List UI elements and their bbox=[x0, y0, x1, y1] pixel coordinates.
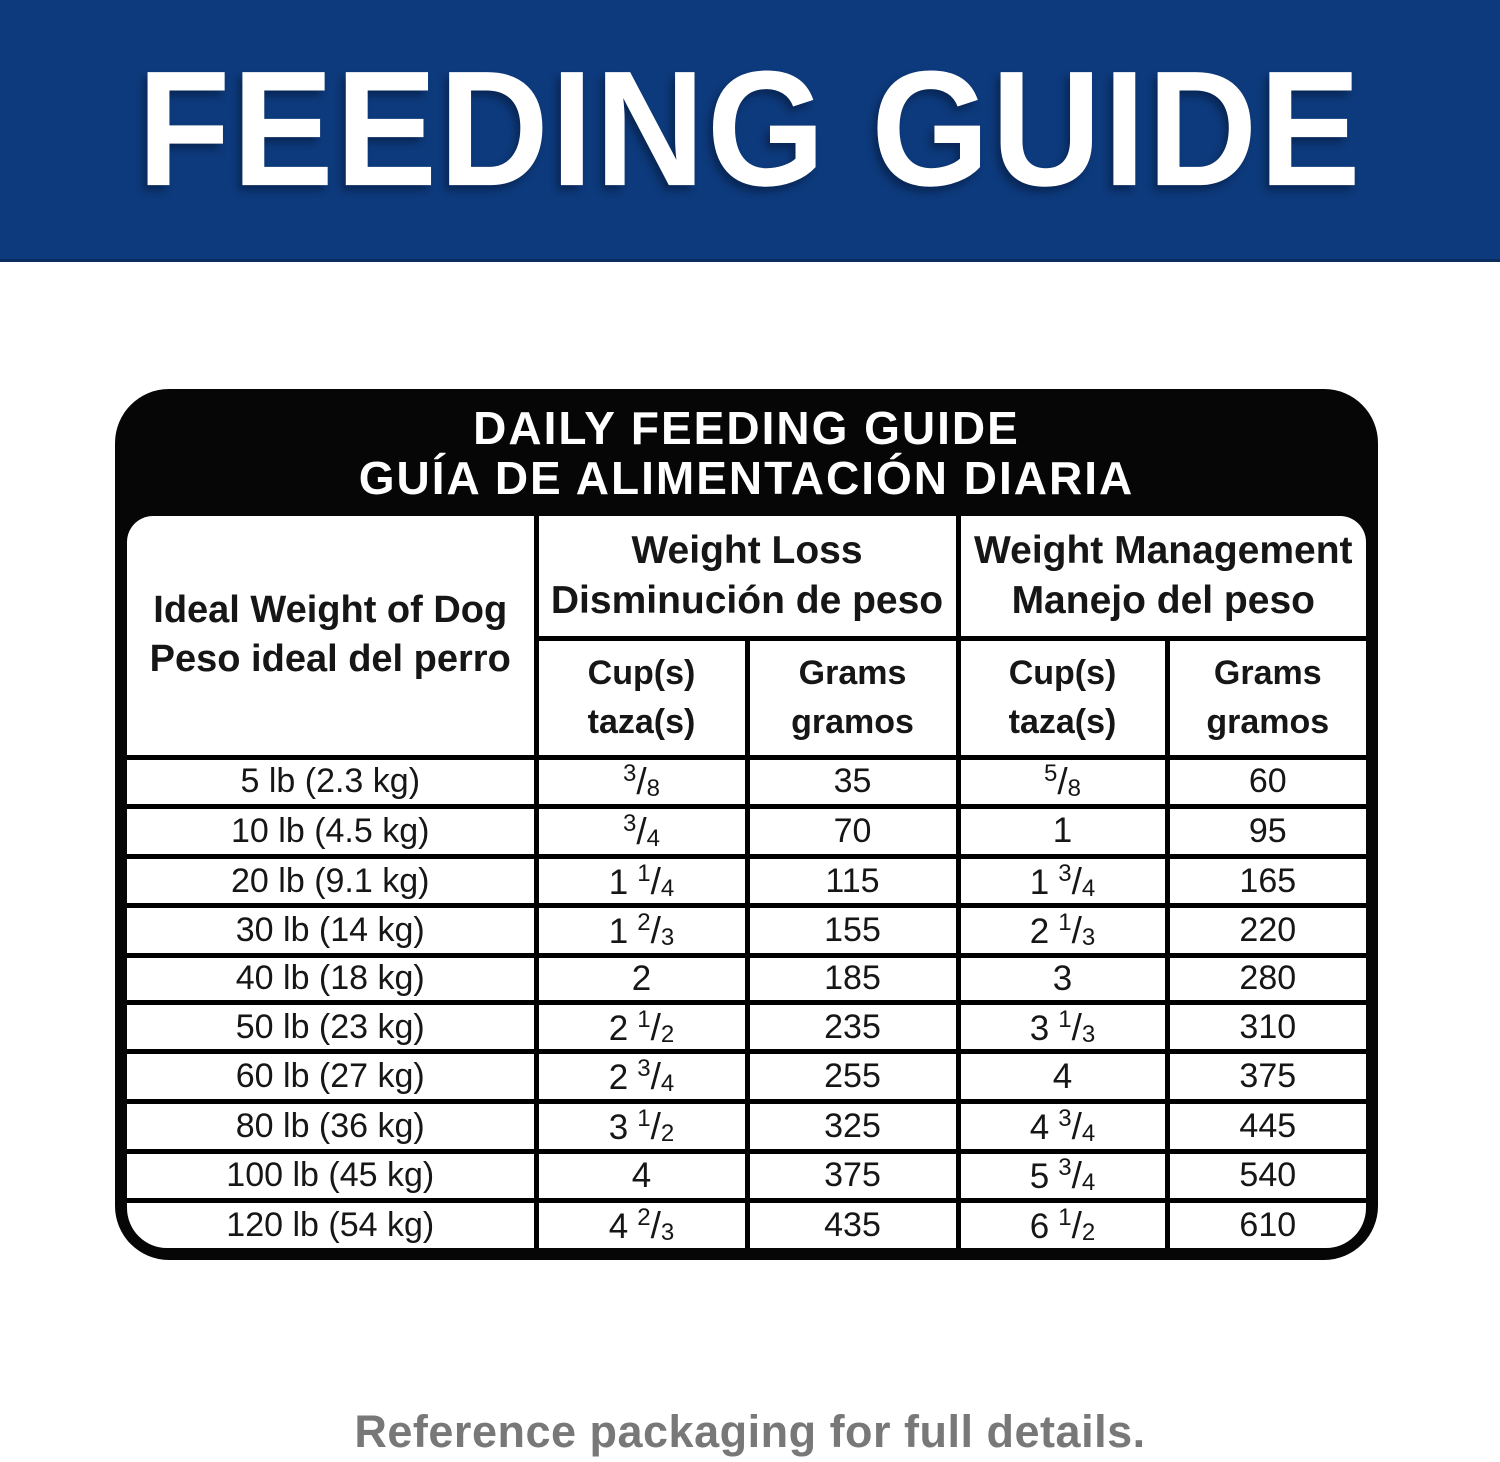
card-title-es: GUÍA DE ALIMENTACIÓN DIARIA bbox=[358, 452, 1135, 504]
weight-management-grams-cell: 445 bbox=[1164, 1099, 1366, 1154]
weight-management-header-en: Weight Management bbox=[974, 528, 1353, 572]
weight-management-cups-cell: 6 1/2 bbox=[955, 1198, 1170, 1248]
weight-management-header: Weight Management Manejo del peso bbox=[955, 516, 1366, 641]
weight-loss-grams-cell: 155 bbox=[744, 903, 961, 959]
weight-management-header-es: Manejo del peso bbox=[1011, 578, 1315, 622]
weight-loss-grams-cell: 255 bbox=[744, 1049, 961, 1104]
weight-loss-cups-header: Cup(s) taza(s) bbox=[533, 635, 750, 760]
table-row: 30 lb (14 kg) 1 2/3 155 2 1/3 220 bbox=[127, 903, 1366, 959]
cups-label-en: Cup(s) bbox=[587, 653, 696, 692]
weight-loss-cups-cell: 3/8 bbox=[533, 754, 750, 810]
table-row: 120 lb (54 kg) 4 2/3 435 6 1/2 610 bbox=[127, 1198, 1366, 1248]
weight-loss-grams-cell: 235 bbox=[744, 999, 961, 1055]
weight-loss-grams-cell: 115 bbox=[744, 853, 961, 909]
feeding-table-body: 5 lb (2.3 kg) 3/8 35 5/8 60 10 lb (4.5 kg) 3/4… bbox=[127, 754, 1366, 1248]
table-row: 60 lb (27 kg) 2 3/4 255 4 375 bbox=[127, 1049, 1366, 1104]
weight-management-grams-cell: 280 bbox=[1164, 953, 1366, 1005]
table-row: 20 lb (9.1 kg) 1 1/4 115 1 3/4 165 bbox=[127, 853, 1366, 909]
ideal-weight-header-en: Ideal Weight of Dog bbox=[153, 589, 508, 632]
weight-management-cups-cell: 3 bbox=[955, 953, 1170, 1005]
ideal-weight-cell: 10 lb (4.5 kg) bbox=[127, 804, 539, 859]
table-row: 50 lb (23 kg) 2 1/2 235 3 1/3 310 bbox=[127, 999, 1366, 1055]
weight-management-cups-cell: 2 1/3 bbox=[955, 903, 1170, 959]
weight-loss-cups-cell: 4 2/3 bbox=[533, 1198, 750, 1248]
weight-loss-grams-cell: 185 bbox=[744, 953, 961, 1005]
weight-management-grams-cell: 540 bbox=[1164, 1148, 1366, 1204]
weight-management-grams-header: Grams gramos bbox=[1164, 635, 1366, 760]
cups-label-es: taza(s) bbox=[1008, 702, 1117, 741]
table-row: 40 lb (18 kg) 2 185 3 280 bbox=[127, 953, 1366, 1005]
table-row: 10 lb (4.5 kg) 3/4 70 1 95 bbox=[127, 804, 1366, 859]
weight-loss-grams-cell: 435 bbox=[744, 1198, 961, 1248]
weight-loss-header: Weight Loss Disminución de peso bbox=[533, 516, 961, 641]
ideal-weight-header: Ideal Weight of Dog Peso ideal del perro bbox=[127, 516, 539, 760]
ideal-weight-cell: 30 lb (14 kg) bbox=[127, 903, 539, 959]
table-row: 80 lb (36 kg) 3 1/2 325 4 3/4 445 bbox=[127, 1099, 1366, 1154]
table-row: 100 lb (45 kg) 4 375 5 3/4 540 bbox=[127, 1148, 1366, 1204]
weight-loss-cups-cell: 3/4 bbox=[533, 804, 750, 859]
ideal-weight-cell: 120 lb (54 kg) bbox=[127, 1198, 539, 1248]
grams-label-en: Grams bbox=[798, 653, 907, 692]
weight-loss-cups-cell: 2 bbox=[533, 953, 750, 1005]
ideal-weight-cell: 50 lb (23 kg) bbox=[127, 999, 539, 1055]
ideal-weight-cell: 20 lb (9.1 kg) bbox=[127, 853, 539, 909]
weight-management-cups-cell: 5/8 bbox=[955, 754, 1170, 810]
weight-loss-cups-cell: 2 3/4 bbox=[533, 1049, 750, 1104]
footer-note: Reference packaging for full details. bbox=[354, 1406, 1146, 1457]
cups-label-en: Cup(s) bbox=[1008, 653, 1117, 692]
weight-management-grams-cell: 165 bbox=[1164, 853, 1366, 909]
weight-loss-cups-cell: 2 1/2 bbox=[533, 999, 750, 1055]
weight-management-cups-header: Cup(s) taza(s) bbox=[955, 635, 1170, 760]
weight-loss-grams-cell: 325 bbox=[744, 1099, 961, 1154]
grams-label-en: Grams bbox=[1213, 653, 1322, 692]
weight-loss-header-es: Disminución de peso bbox=[550, 578, 944, 622]
weight-loss-grams-cell: 35 bbox=[744, 754, 961, 810]
banner-title: FEEDING GUIDE bbox=[137, 37, 1363, 221]
table-unit-header-row: Cup(s) taza(s) Grams gramos Cup(s) taza(… bbox=[127, 635, 1366, 760]
ideal-weight-cell: 40 lb (18 kg) bbox=[127, 953, 539, 1005]
weight-loss-grams-cell: 375 bbox=[744, 1148, 961, 1204]
weight-loss-cups-cell: 1 1/4 bbox=[533, 853, 750, 909]
weight-management-grams-cell: 375 bbox=[1164, 1049, 1366, 1104]
grams-label-es: gramos bbox=[791, 702, 914, 741]
cups-label-es: taza(s) bbox=[587, 702, 696, 741]
ideal-weight-cell: 100 lb (45 kg) bbox=[127, 1148, 539, 1204]
weight-management-cups-cell: 1 bbox=[955, 804, 1170, 859]
daily-feeding-guide-card: DAILY FEEDING GUIDE GUÍA DE ALIMENTACIÓN… bbox=[115, 389, 1378, 1260]
ideal-weight-header-es: Peso ideal del perro bbox=[149, 638, 511, 681]
weight-management-grams-cell: 310 bbox=[1164, 999, 1366, 1055]
weight-loss-grams-cell: 70 bbox=[744, 804, 961, 859]
ideal-weight-cell: 5 lb (2.3 kg) bbox=[127, 754, 539, 810]
weight-loss-cups-cell: 4 bbox=[533, 1148, 750, 1204]
weight-loss-grams-header: Grams gramos bbox=[744, 635, 961, 760]
weight-management-cups-cell: 4 3/4 bbox=[955, 1099, 1170, 1154]
weight-management-cups-cell: 1 3/4 bbox=[955, 853, 1170, 909]
feeding-table-panel: Ideal Weight of Dog Peso ideal del perro… bbox=[127, 516, 1366, 1248]
weight-management-grams-cell: 220 bbox=[1164, 903, 1366, 959]
weight-management-grams-cell: 610 bbox=[1164, 1198, 1366, 1248]
table-row: 5 lb (2.3 kg) 3/8 35 5/8 60 bbox=[127, 754, 1366, 810]
weight-loss-cups-cell: 3 1/2 bbox=[533, 1099, 750, 1154]
card-title: DAILY FEEDING GUIDE GUÍA DE ALIMENTACIÓN… bbox=[115, 389, 1378, 503]
grams-label-es: gramos bbox=[1206, 702, 1330, 741]
ideal-weight-cell: 60 lb (27 kg) bbox=[127, 1049, 539, 1104]
table-group-header-row: Ideal Weight of Dog Peso ideal del perro… bbox=[127, 516, 1366, 760]
weight-management-grams-cell: 60 bbox=[1164, 754, 1366, 810]
feeding-table: Ideal Weight of Dog Peso ideal del perro… bbox=[127, 516, 1366, 1248]
weight-management-cups-cell: 3 1/3 bbox=[955, 999, 1170, 1055]
ideal-weight-cell: 80 lb (36 kg) bbox=[127, 1099, 539, 1154]
weight-management-grams-cell: 95 bbox=[1164, 804, 1366, 859]
weight-loss-header-en: Weight Loss bbox=[631, 528, 863, 572]
feeding-guide-banner: FEEDING GUIDE bbox=[0, 0, 1500, 262]
weight-loss-cups-cell: 1 2/3 bbox=[533, 903, 750, 959]
card-title-en: DAILY FEEDING GUIDE bbox=[473, 402, 1020, 454]
weight-management-cups-cell: 5 3/4 bbox=[955, 1148, 1170, 1204]
weight-management-cups-cell: 4 bbox=[955, 1049, 1170, 1104]
